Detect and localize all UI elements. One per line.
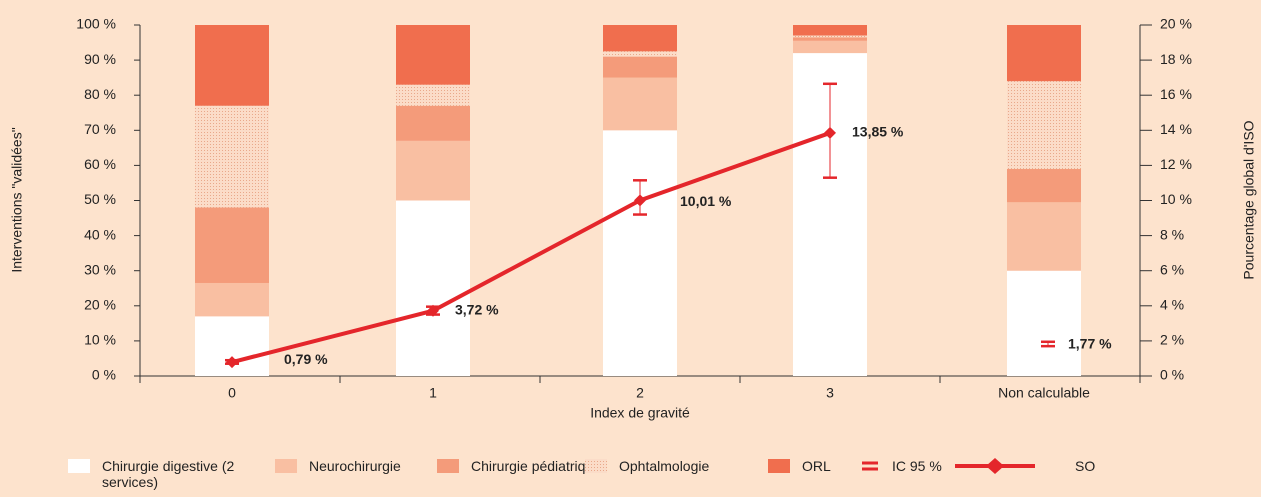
y-tick-label: 80 %	[84, 86, 116, 102]
bar-segment	[603, 51, 677, 57]
y-tick-label: 50 %	[84, 191, 116, 207]
legend-label: Chirurgie digestive (2 services)	[102, 458, 235, 490]
legend-item: Chirurgie digestive (2 services)	[68, 458, 252, 490]
legend-swatch	[68, 459, 90, 473]
value-label: 1,77 %	[1068, 336, 1112, 352]
x-tick-label: 0	[228, 385, 236, 401]
bar-segment	[1007, 25, 1081, 82]
y2-tick-label: 18 %	[1160, 51, 1192, 67]
legend-label: Neurochirurgie	[309, 458, 401, 474]
so-marker	[427, 304, 439, 317]
bar-segment	[603, 56, 677, 78]
legend-swatch	[275, 459, 297, 473]
y-tick-label: 0 %	[92, 367, 116, 383]
chart: Interventions "validées" Pourcentage glo…	[9, 16, 1257, 421]
so-line	[231, 131, 831, 365]
so-marker	[634, 194, 646, 207]
legend-label: Chirurgie pédiatrique	[471, 458, 601, 474]
bar-segment	[793, 25, 867, 36]
y-tick-label: 40 %	[84, 226, 116, 242]
bar-segment	[1007, 168, 1081, 203]
so-marker	[824, 126, 836, 139]
x-tick-label: 2	[636, 385, 644, 401]
value-label: 10,01 %	[680, 193, 732, 209]
bar-segment	[603, 77, 677, 131]
legend-swatch	[955, 458, 1035, 474]
legend-swatch	[768, 459, 790, 473]
y-tick-label: 30 %	[84, 261, 116, 277]
legend-item: IC 95 %	[860, 458, 942, 474]
bar-segment	[1007, 270, 1081, 376]
y2-tick-label: 12 %	[1160, 156, 1192, 172]
legend-label: IC 95 %	[892, 458, 942, 474]
y2-tick-label: 6 %	[1160, 261, 1184, 277]
y2-tick-label: 8 %	[1160, 226, 1184, 242]
x-axis-label: Index de gravité	[590, 405, 690, 421]
y2-tick-label: 4 %	[1160, 297, 1184, 313]
y-tick-label: 70 %	[84, 121, 116, 137]
bar-segment	[396, 105, 470, 141]
legend-item: Chirurgie pédiatrique	[437, 458, 601, 474]
bar-segment	[195, 282, 269, 317]
legend-box	[275, 459, 297, 473]
bar-segment	[793, 35, 867, 38]
legend-marker	[986, 458, 1004, 474]
legend-label: ORL	[802, 458, 831, 474]
value-label: 3,72 %	[455, 301, 499, 317]
so-marker	[226, 356, 238, 369]
legend-label: Ophtalmologie	[619, 458, 710, 474]
legend-swatch	[862, 461, 878, 471]
y2-tick-label: 10 %	[1160, 191, 1192, 207]
bar-segment	[793, 40, 867, 54]
legend-box	[585, 459, 607, 473]
x-tick-label: 3	[826, 385, 834, 401]
bar-segment	[603, 130, 677, 376]
y2-tick-label: 14 %	[1160, 121, 1192, 137]
bar-segment	[603, 25, 677, 52]
legend-box	[68, 459, 90, 473]
legend-swatch	[437, 459, 459, 473]
legend-label: SO	[1075, 458, 1096, 474]
bar-segment	[793, 37, 867, 41]
y-tick-label: 10 %	[84, 332, 116, 348]
bar-segment	[396, 200, 470, 376]
legend-box	[768, 459, 790, 473]
bar-segment	[195, 25, 269, 106]
bar-segment	[1007, 81, 1081, 169]
y2-tick-label: 2 %	[1160, 332, 1184, 348]
bar-segment	[396, 25, 470, 85]
legend-swatch	[585, 459, 607, 473]
y-tick-label: 20 %	[84, 297, 116, 313]
legend-item: Ophtalmologie	[585, 458, 709, 474]
x-tick-label: 1	[429, 385, 437, 401]
y-axis-label: Interventions "validées"	[9, 127, 25, 272]
bar-segment	[195, 207, 269, 283]
y-tick-label: 60 %	[84, 156, 116, 172]
y2-tick-label: 16 %	[1160, 86, 1192, 102]
bar-segment	[1007, 202, 1081, 271]
y2-axis-label: Pourcentage global d'ISO	[1241, 120, 1257, 279]
legend-item: SO	[955, 458, 1095, 474]
bar-segment	[396, 84, 470, 106]
y2-tick-label: 20 %	[1160, 16, 1192, 32]
legend-box	[437, 459, 459, 473]
legend-item: Neurochirurgie	[275, 458, 401, 474]
y-tick-label: 90 %	[84, 51, 116, 67]
value-label: 0,79 %	[284, 351, 328, 367]
bar-segment	[195, 105, 269, 208]
bar-segment	[396, 140, 470, 201]
legend-item: ORL	[768, 458, 831, 474]
y-tick-label: 100 %	[76, 16, 116, 32]
x-tick-label: Non calculable	[998, 385, 1090, 401]
value-label: 13,85 %	[852, 124, 904, 140]
y2-tick-label: 0 %	[1160, 367, 1184, 383]
